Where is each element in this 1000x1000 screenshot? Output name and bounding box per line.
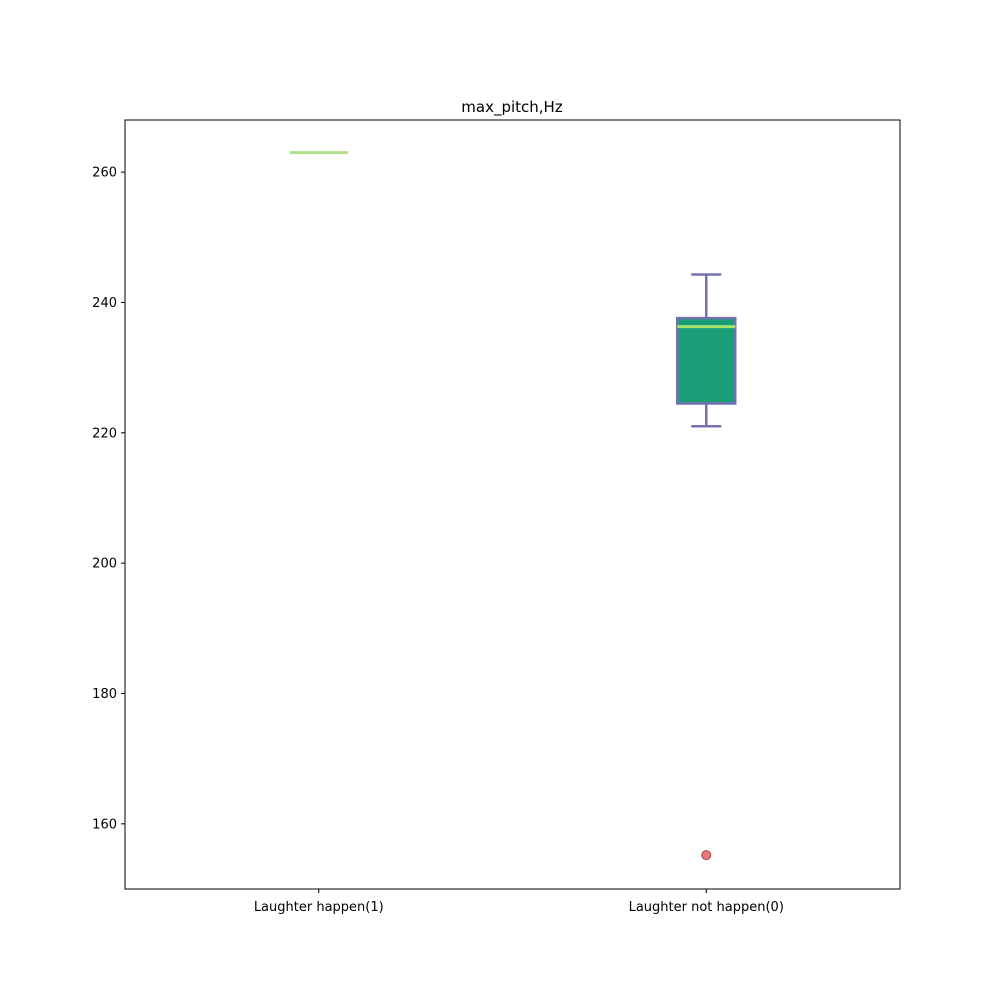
plot-frame: [124, 119, 901, 890]
y-tick-label: 260: [92, 166, 117, 181]
y-tick-label: 160: [92, 817, 117, 832]
y-tick-label: 240: [92, 296, 117, 311]
x-axis: Laughter happen(1) Laughter not happen(0): [254, 889, 784, 915]
x-tick-label: Laughter not happen(0): [629, 900, 784, 915]
box-group: [676, 273, 737, 861]
x-tick-label: Laughter happen(1): [254, 900, 384, 915]
box-body: [676, 316, 737, 405]
y-tick-label: 200: [92, 557, 117, 572]
box-plot-marks: [289, 151, 737, 861]
y-axis: 160 180 200 220 240 260: [92, 166, 125, 832]
outlier-point: [701, 850, 712, 861]
y-tick-label: 220: [92, 426, 117, 441]
plot-background: [125, 120, 900, 889]
chart-title: max_pitch,Hz: [461, 98, 563, 117]
y-tick-label: 180: [92, 687, 117, 702]
